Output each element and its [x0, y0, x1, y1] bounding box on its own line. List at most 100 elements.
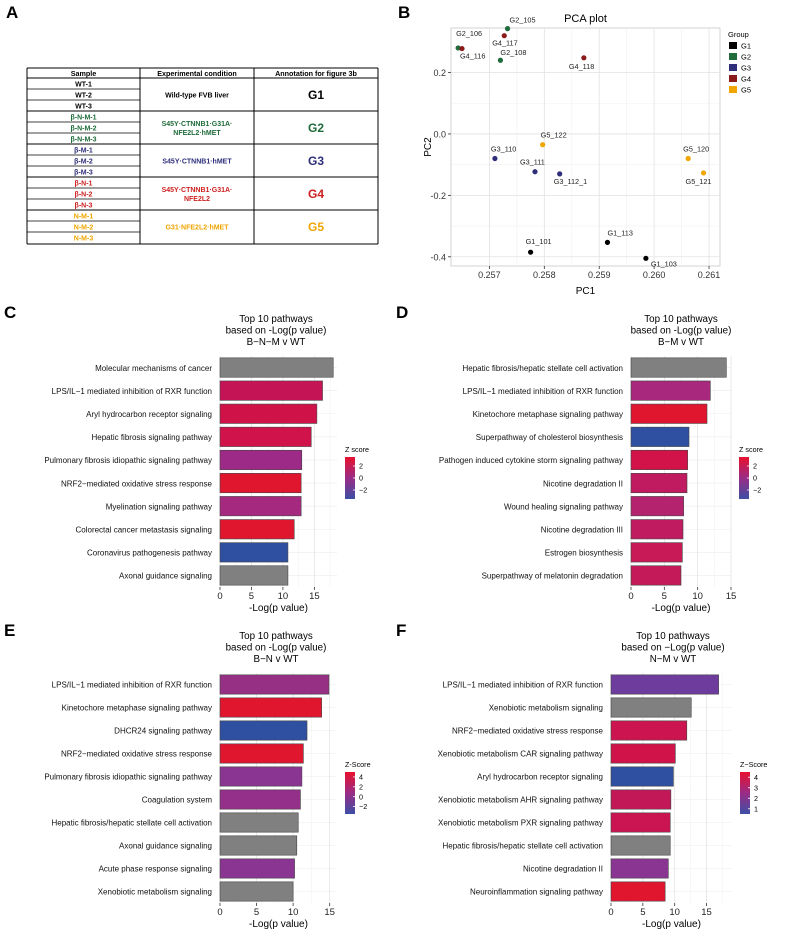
pathway-label: Estrogen biosynthesis	[545, 549, 623, 558]
pca-plot: 0.257 0.258 0.259 0.260 0.261 -0.4 -0.2 0.0 0.2 P…	[423, 13, 751, 297]
pathway-bar	[219, 449, 303, 470]
pathway-label: Pathogen induced cytokine storm signalin…	[439, 456, 623, 465]
panel-label-c: C	[4, 303, 16, 322]
pca-point-label: G1_103	[651, 259, 677, 268]
x-tick-label: 0.260	[643, 270, 666, 280]
sample-label: β-M-3	[74, 169, 93, 176]
pathway-bar	[630, 473, 688, 494]
pathway-label: LPS/IL−1 mediated inhibition of RXR func…	[443, 681, 603, 690]
sample-table: Sample Experimental condition Annotation…	[26, 67, 379, 245]
panel-label-a: A	[6, 3, 18, 22]
pca-title: PCA plot	[564, 13, 607, 25]
sample-label: WT-3	[75, 103, 92, 110]
pca-point	[497, 57, 504, 63]
x-axis-label: -Log(p value)	[642, 919, 701, 930]
x-tick-label: 15	[309, 591, 320, 602]
chart-title-line: N−M v WT	[650, 654, 697, 665]
annotation-label: G2	[308, 121, 324, 135]
x-tick-label: 15	[726, 591, 737, 602]
colorbar-tick-label: −2	[359, 486, 367, 495]
colorbar	[345, 457, 355, 499]
pathway-bar	[219, 743, 304, 764]
pathway-bar	[630, 380, 711, 401]
pathway-bar	[610, 881, 666, 902]
colorbar-tick-label: −2	[359, 802, 367, 811]
panel-label-e: E	[4, 621, 15, 640]
colorbar-tick-label: 2	[359, 782, 363, 791]
chart-title-line: based on −Log(p value)	[621, 643, 724, 654]
legend-label: G5	[741, 86, 751, 95]
pca-point	[685, 155, 691, 162]
pathway-bar	[610, 743, 676, 764]
pca-point	[504, 26, 511, 32]
pca-y-axis-label: PC2	[423, 137, 434, 157]
pathway-label: Superpathway of cholesterol biosynthesis	[476, 433, 623, 442]
colorbar-tick-label: 0	[753, 474, 757, 483]
condition-label: G31·NFE2L2·hMET	[165, 225, 229, 232]
colorbar-tick-label: 2	[359, 462, 363, 471]
bar-chart-d: 0 5 10 15 Hepatic fibrosis/hepatic stellate …	[439, 314, 763, 614]
pathway-label: Superpathway of melatonin degradation	[482, 572, 623, 581]
pathway-bar	[610, 858, 669, 879]
pathway-bar	[219, 881, 294, 902]
chart-title-line: Top 10 pathways	[239, 314, 313, 325]
pathway-label: LPS/IL−1 mediated inhibition of RXR func…	[52, 387, 212, 396]
x-axis-label: -Log(p value)	[249, 603, 308, 614]
x-tick-label: 5	[254, 907, 259, 918]
sample-label: β-N-M-1	[70, 114, 96, 121]
chart-title-line: B−N−M v WT	[247, 337, 306, 348]
sample-label: N-M-1	[74, 213, 94, 220]
pathway-label: Xenobiotic metabolism AHR signaling path…	[438, 796, 603, 805]
pathway-label: NRF2−mediated oxidative stress response	[61, 750, 213, 759]
pathway-bar	[610, 789, 672, 810]
pca-point-label: G4_117	[492, 39, 517, 48]
pathway-bar	[610, 812, 671, 833]
x-axis-label: -Log(p value)	[249, 919, 308, 930]
sample-label: β-N-1	[75, 180, 93, 187]
pathway-bar	[219, 426, 312, 447]
pca-point	[540, 142, 546, 148]
pathway-label: Neuroinflammation signaling pathway	[470, 888, 603, 897]
colorbar-tick-label: 1	[754, 804, 758, 813]
pathway-label: Xenobiotic metabolism PXR signaling path…	[438, 819, 603, 828]
pathway-bar	[219, 697, 322, 718]
pathway-bar	[610, 697, 692, 718]
pathway-bar	[630, 449, 688, 470]
chart-title-line: B−N v WT	[254, 654, 299, 665]
pathway-label: Coagulation system	[142, 796, 213, 805]
y-tick-label: -0.4	[430, 252, 446, 262]
pathway-bar	[219, 380, 323, 401]
sample-label: β-N-2	[75, 191, 93, 198]
sample-label: β-M-2	[74, 158, 93, 165]
pathway-bar	[610, 720, 688, 741]
y-tick-label: 0.0	[433, 129, 446, 139]
pca-point-label: G1_113	[607, 228, 632, 237]
pathway-label: Nicotine degradation III	[541, 525, 623, 534]
colorbar-tick-label: 4	[754, 773, 758, 782]
x-tick-label: 15	[701, 907, 712, 918]
x-tick-label: 10	[669, 907, 680, 918]
colorbar-title: Z-Score	[345, 760, 371, 769]
x-tick-label: 10	[278, 591, 289, 602]
x-tick-label: 0.257	[478, 270, 501, 280]
pca-point	[604, 239, 611, 245]
pathway-bar	[610, 835, 671, 856]
y-tick-label: 0.2	[433, 68, 446, 78]
legend-swatch	[729, 86, 737, 93]
pathway-bar	[219, 789, 301, 810]
pathway-label: Hepatic fibrosis signaling pathway	[91, 433, 212, 442]
bar-chart-e: 0 5 10 15 LPS/IL−1 mediated inhibition of RX…	[44, 631, 370, 930]
pathway-label: DHCR24 signaling pathway	[114, 727, 212, 736]
pca-point	[700, 170, 707, 176]
pathway-bar	[610, 674, 719, 695]
pathway-label: Pulmonary fibrosis idiopathic signaling …	[44, 773, 212, 782]
pathway-label: LPS/IL−1 mediated inhibition of RXR func…	[52, 681, 212, 690]
pathway-label: Aryl hydrocarbon receptor signaling	[477, 773, 603, 782]
panel-label-b: B	[398, 3, 410, 22]
colorbar-tick-label: 3	[754, 783, 758, 792]
pathway-bar	[219, 812, 299, 833]
pathway-label: Wound healing signaling pathway	[504, 502, 623, 511]
colorbar-title: Z score	[345, 445, 369, 454]
condition-label: S45Y·CTNNB1·G31A·	[162, 187, 233, 194]
pathway-bar	[630, 496, 684, 517]
